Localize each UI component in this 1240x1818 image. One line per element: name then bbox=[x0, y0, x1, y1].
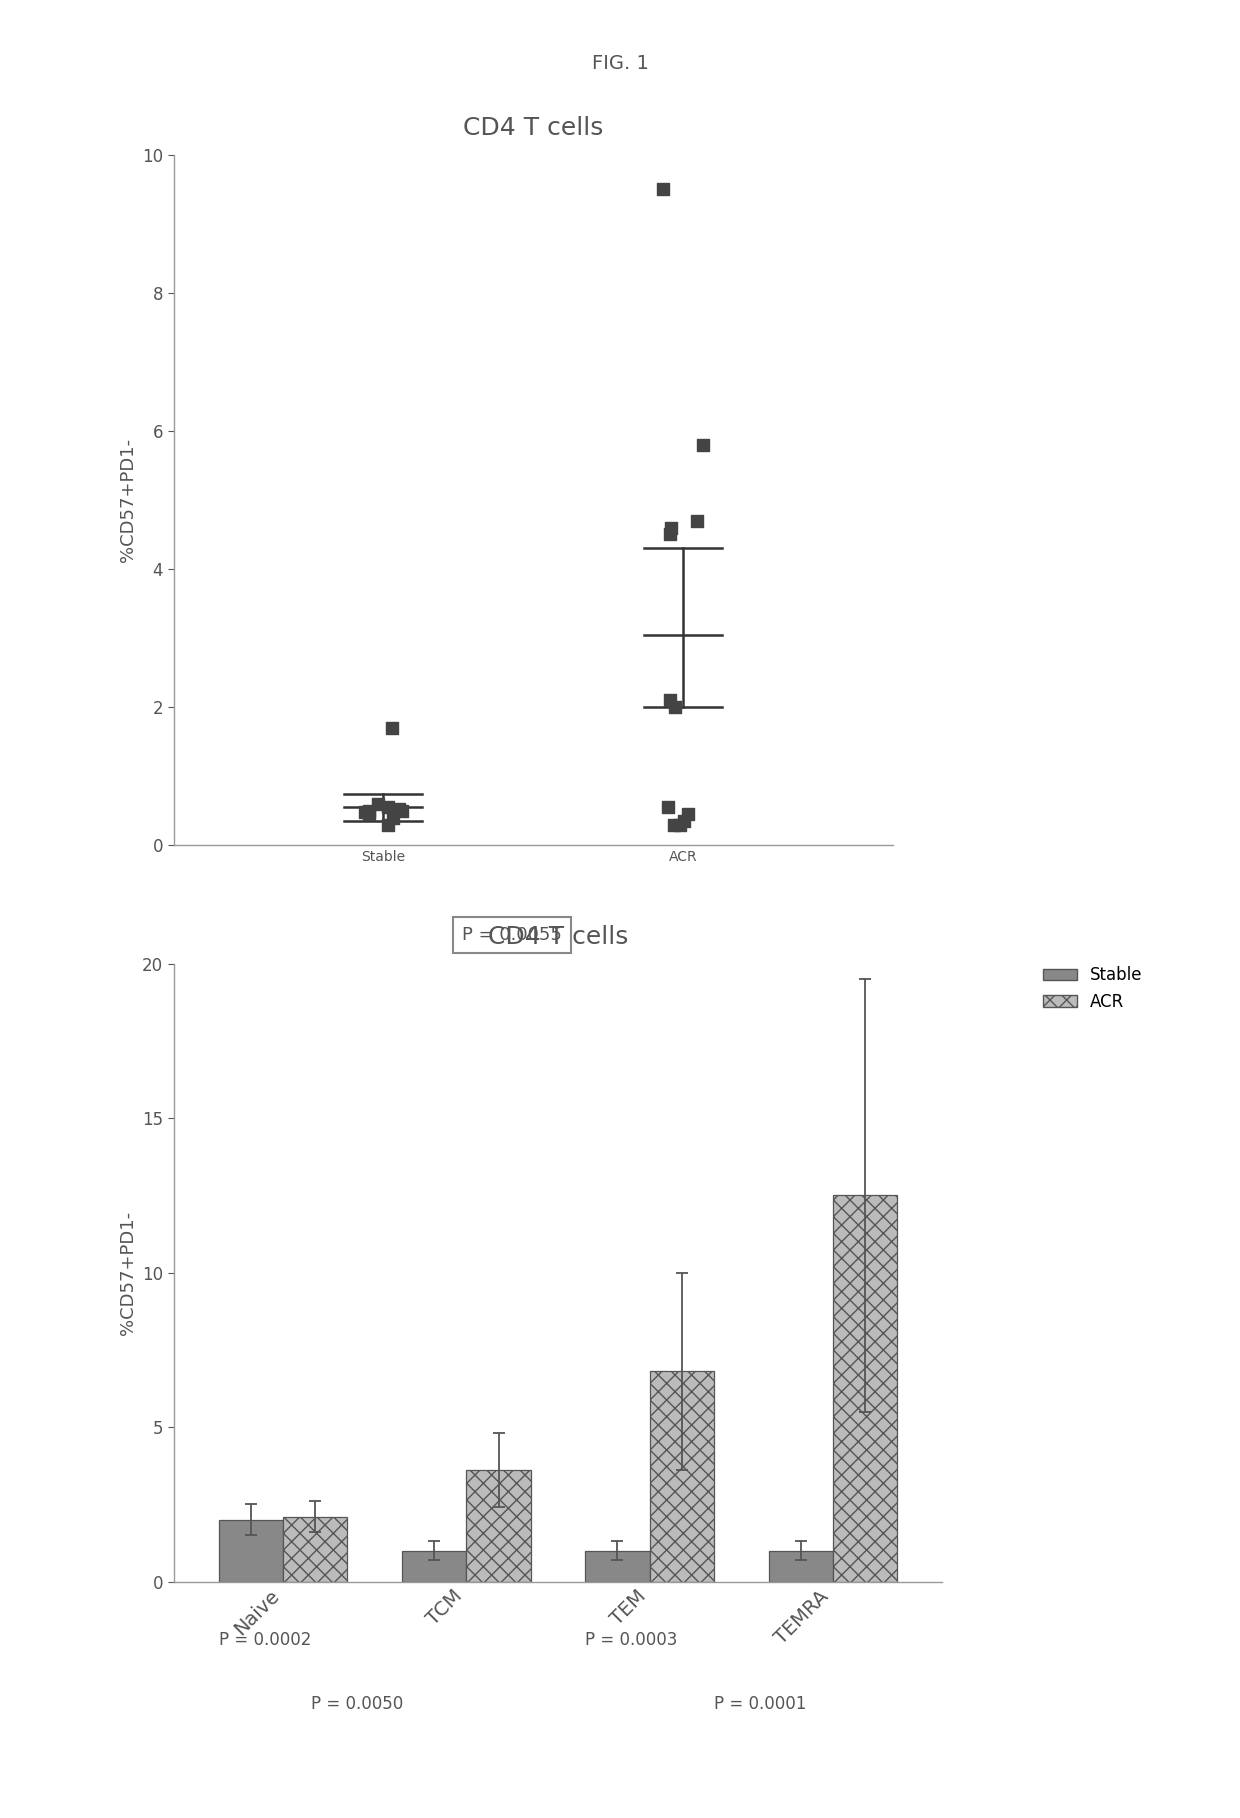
Bar bbox=[769, 1551, 832, 1582]
Bar bbox=[284, 1516, 347, 1582]
Point bbox=[661, 513, 681, 542]
Title: CD4 T cells: CD4 T cells bbox=[463, 116, 604, 140]
Text: P = 0.0050: P = 0.0050 bbox=[311, 1694, 403, 1713]
Y-axis label: %CD57+PD1-: %CD57+PD1- bbox=[119, 1211, 136, 1334]
Text: P = 0.0002: P = 0.0002 bbox=[219, 1631, 311, 1649]
Point bbox=[653, 175, 673, 204]
Bar bbox=[650, 1371, 713, 1582]
Bar bbox=[466, 1471, 531, 1582]
Point bbox=[693, 431, 713, 460]
Text: P = 0.0003: P = 0.0003 bbox=[585, 1631, 678, 1649]
Text: FIG. 1: FIG. 1 bbox=[591, 55, 649, 73]
Point bbox=[378, 811, 398, 840]
Bar bbox=[219, 1520, 284, 1582]
Point bbox=[360, 800, 379, 829]
Point bbox=[675, 807, 694, 836]
Point bbox=[665, 811, 684, 840]
Point bbox=[687, 505, 707, 534]
Point bbox=[665, 693, 684, 722]
Y-axis label: %CD57+PD1-: %CD57+PD1- bbox=[119, 438, 136, 562]
Text: P = 0.0055: P = 0.0055 bbox=[461, 925, 562, 944]
Point bbox=[382, 713, 402, 742]
Point bbox=[383, 804, 403, 833]
Point bbox=[660, 520, 680, 549]
Text: P = 0.0001: P = 0.0001 bbox=[713, 1694, 806, 1713]
Bar bbox=[832, 1196, 897, 1582]
Title: CD4 T cells: CD4 T cells bbox=[487, 925, 629, 949]
Point bbox=[360, 796, 379, 825]
Point bbox=[678, 800, 698, 829]
Legend: Stable, ACR: Stable, ACR bbox=[1037, 960, 1149, 1018]
Point bbox=[660, 685, 680, 714]
Point bbox=[355, 798, 374, 827]
Point bbox=[658, 793, 678, 822]
Bar bbox=[403, 1551, 466, 1582]
Point bbox=[392, 796, 412, 825]
Point bbox=[671, 811, 691, 840]
Point bbox=[389, 794, 409, 824]
Point bbox=[368, 789, 388, 818]
Bar bbox=[585, 1551, 650, 1582]
Point bbox=[378, 793, 398, 822]
